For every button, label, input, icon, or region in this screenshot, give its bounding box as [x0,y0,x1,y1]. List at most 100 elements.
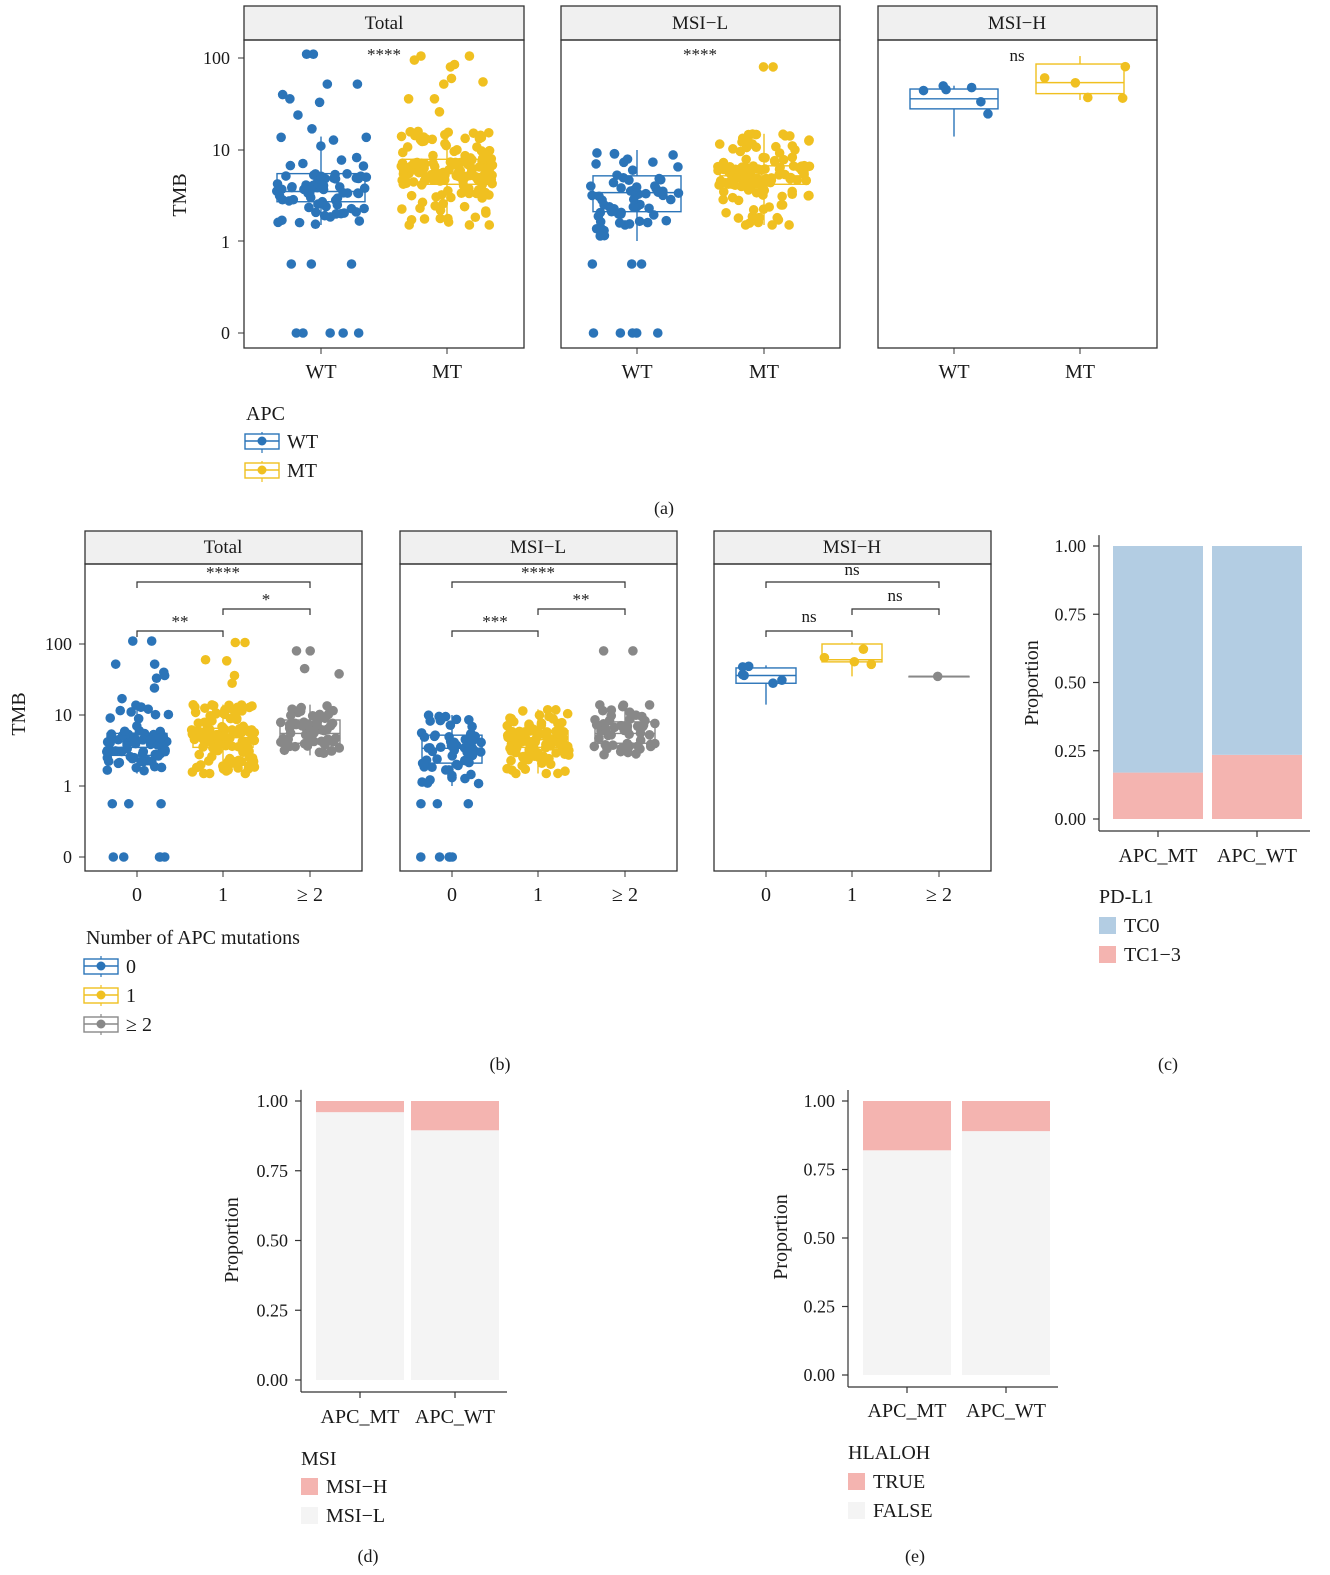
panel-b-series1-f1-point [551,705,561,715]
panel-b-series0-f1-point [416,798,426,809]
panel-a-wt-f1-point [614,218,625,228]
panel-b-xtick-1-total: 1 [218,884,228,906]
panel-b-series0-f0-point [127,636,138,646]
panel-a-ytick-100: 100 [203,48,230,68]
panel-b-series2-f0-point [275,717,286,728]
panel-a-wt-f1-point [596,223,607,234]
panel-b-series0-f0-point [132,721,142,731]
panel-b-series0-f0-point [149,659,160,669]
panel-a-mt-f0-point [404,220,415,230]
panel-b-series0-f0-point [150,709,161,720]
panel-e-legend-false: FALSE [873,1500,933,1522]
panel-b-strip-label-msil: MSI−L [510,537,566,558]
ytick-label: 0.25 [257,1300,289,1320]
legend-key-1 [83,985,119,1006]
sig-1-vs-2: * [262,590,271,609]
panel-a-mt-f1-point [799,160,810,171]
panel-a-wt-f0-point [353,328,364,338]
panel-b-series0-f0-point [156,732,166,743]
panel-b-series0-f1-point [434,852,445,862]
panel-b-series2-f1-point [644,730,655,740]
panel-b-series0-f0-point [102,745,113,756]
panel-a-mt-f1-point [725,161,735,172]
panel-b-series1-f0-point [200,654,211,665]
panel-b-series2-f1-point [628,646,638,656]
panel-a-mt-f1-point [740,220,751,230]
panel-a-mt-f0-point [480,206,491,216]
panel-b-series1-f1-point [557,717,567,728]
panel-a-mt-f1-point [743,137,754,147]
panel-a-wt-f1-point [642,217,653,228]
panel-a-mt-f1-point [746,178,757,188]
bar-apc_wt-tc0 [1212,546,1302,755]
panel-a-wt-f0-point [339,208,349,218]
panel-a-mt-f0-point [434,107,445,117]
panel-a-xtick-mt-msih: MT [1065,361,1095,383]
panel-a-mt-f1-point [785,174,795,184]
panel-b-series1-f1-point [524,737,534,748]
panel-a-wt-f0-point [358,161,369,171]
panel-a-wt-f2-point [983,109,993,119]
panel-b-facet-total: Total 0 1 ≥ 2 ** * **** [79,530,363,906]
panel-a-mt-f0-point [438,79,449,89]
panel-a-wt-f0-point [273,217,283,228]
panel-a-ytick-10: 10 [212,140,230,160]
panel-b-series0-f1-point [416,852,426,862]
panel-b-series0-f1-point [463,756,474,767]
legend-swatch-tc13 [1099,946,1116,963]
panel-b-xtick-1-msih: 1 [847,884,857,906]
panel-b-series2-f1-point [598,646,609,656]
panel-b-series2-f1-point [615,746,626,757]
panel-b-series0-f0-point [117,693,127,704]
panel-a-wt-f2-point [976,96,986,107]
panel-b-series0-f0-point [126,707,136,717]
panel-b-series2-f2-point [932,671,943,682]
panel-a-mt-f1-point [759,185,770,196]
panel-b-series2-f0-point [334,669,344,679]
panel-a-mt-f0-point [397,147,408,158]
panel-a-mt-f1-point [774,148,785,158]
panel-b-series2-f1-point [618,700,629,710]
panel-a-mt-f0-point [435,213,446,224]
panel-b-series2-f0-point [314,747,325,758]
panel-a-mt-f0-point [460,150,470,161]
panel-b-series2-f0-point [304,721,315,731]
panel-a-sig-total: **** [367,45,401,64]
panel-b-series1-f0-point [231,726,241,737]
panel-a-wt-f0-point [359,203,369,214]
panel-a-wt-f1-point [628,202,639,212]
panel-a-mt-f0-point [445,62,456,72]
panel-a-mt-f1-point [733,213,744,223]
panel-b-series0-f0-point [110,659,121,669]
ytick-label: 0.50 [804,1228,836,1248]
sig-0-vs-2: **** [521,563,555,582]
panel-b-series0-f0-point [129,732,140,742]
panel-a-wt-f0-point [322,79,333,89]
panel-d-axis: 0.00 0.25 0.50 0.75 1.00 APC_MT APC_WT [257,1089,507,1428]
panel-b-series0-f1-point [463,798,474,809]
bracket-0-vs-2 [765,581,940,588]
panel-a-mt-f1-point [780,131,790,141]
panel-a-xtick-wt-total: WT [305,361,336,383]
panel-a-wt-f1-point [631,182,642,192]
panel-a-strip-total [243,5,525,41]
panel-b-series0-f1-point [446,740,457,751]
panel-a-mt-f0-point [396,131,407,142]
panel-a-wt-f0-point [306,259,317,269]
panel-a-wt-f1-point [586,181,596,191]
panel-a-mt-f0-point [460,133,470,144]
panel-a-wt-f0-point [352,79,363,89]
panel-b-series1-f1-point [553,728,564,739]
panel-a-mt-f1-point [765,177,776,188]
panel-a-wt-f0-point [317,196,328,207]
panel-a-mt-f2-point [1083,92,1093,103]
panel-b-series1-f0-point [240,768,251,779]
panel-d-legend-msih: MSI−H [326,1476,387,1498]
panel-a-wt-f0-point [288,194,299,205]
panel-a-mt-f1-point [784,220,794,230]
panel-b-series2-f0-point [326,746,337,756]
panel-a-mt-f0-point [443,213,453,224]
panel-a-wt-f1-point [626,259,637,269]
panel-b-xtick-2-msih: ≥ 2 [926,884,952,906]
panel-b-series1-f1-point [517,760,527,771]
